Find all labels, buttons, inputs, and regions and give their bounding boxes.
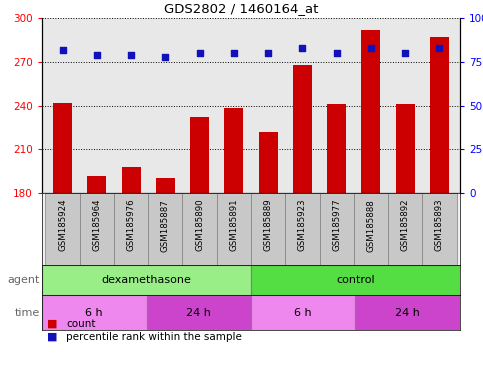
Bar xyxy=(251,295,355,330)
Text: control: control xyxy=(336,275,375,285)
Bar xyxy=(355,295,460,330)
Bar xyxy=(190,117,209,193)
Text: GSM185892: GSM185892 xyxy=(401,199,410,252)
Text: GSM185893: GSM185893 xyxy=(435,199,444,252)
Point xyxy=(127,52,135,58)
Bar xyxy=(251,265,460,295)
Bar xyxy=(422,193,456,265)
Bar xyxy=(156,179,175,193)
Text: percentile rank within the sample: percentile rank within the sample xyxy=(66,332,242,342)
Point xyxy=(367,45,375,51)
Point xyxy=(59,46,67,53)
Bar xyxy=(148,193,183,265)
Point xyxy=(298,45,306,51)
Bar xyxy=(361,30,380,193)
Text: GSM185887: GSM185887 xyxy=(161,199,170,252)
Bar xyxy=(122,167,141,193)
Bar xyxy=(430,37,449,193)
Point xyxy=(333,50,341,56)
Text: GDS2802 / 1460164_at: GDS2802 / 1460164_at xyxy=(164,2,319,15)
Bar xyxy=(388,193,422,265)
Bar xyxy=(42,295,146,330)
Point xyxy=(196,50,203,56)
Text: GSM185923: GSM185923 xyxy=(298,199,307,252)
Bar xyxy=(114,193,148,265)
Bar xyxy=(45,193,80,265)
Point xyxy=(436,45,443,51)
Bar xyxy=(320,193,354,265)
Bar xyxy=(285,193,320,265)
Bar xyxy=(87,175,106,193)
Text: ■: ■ xyxy=(47,332,57,342)
Text: GSM185888: GSM185888 xyxy=(367,199,375,252)
Text: GSM185890: GSM185890 xyxy=(195,199,204,252)
Bar xyxy=(53,103,72,193)
Point xyxy=(401,50,409,56)
Bar xyxy=(183,193,217,265)
Text: GSM185924: GSM185924 xyxy=(58,199,67,252)
Bar xyxy=(354,193,388,265)
Bar xyxy=(259,132,278,193)
Bar xyxy=(80,193,114,265)
Text: GSM185889: GSM185889 xyxy=(264,199,272,252)
Text: GSM185964: GSM185964 xyxy=(92,199,101,252)
Bar xyxy=(217,193,251,265)
Text: 24 h: 24 h xyxy=(395,308,420,318)
Text: GSM185891: GSM185891 xyxy=(229,199,239,252)
Text: agent: agent xyxy=(7,275,40,285)
Text: GSM185977: GSM185977 xyxy=(332,199,341,252)
Text: GSM185976: GSM185976 xyxy=(127,199,136,252)
Point xyxy=(161,53,169,60)
Text: count: count xyxy=(66,319,96,329)
Bar xyxy=(251,193,285,265)
Text: time: time xyxy=(14,308,40,318)
Point xyxy=(230,50,238,56)
Text: ■: ■ xyxy=(47,319,57,329)
Text: 6 h: 6 h xyxy=(85,308,103,318)
Bar xyxy=(327,104,346,193)
Bar xyxy=(396,104,414,193)
Bar xyxy=(225,108,243,193)
Bar xyxy=(146,295,251,330)
Bar xyxy=(293,65,312,193)
Text: 24 h: 24 h xyxy=(186,308,211,318)
Text: 6 h: 6 h xyxy=(295,308,312,318)
Point xyxy=(264,50,272,56)
Point xyxy=(93,52,100,58)
Bar xyxy=(42,265,251,295)
Text: dexamethasone: dexamethasone xyxy=(101,275,191,285)
